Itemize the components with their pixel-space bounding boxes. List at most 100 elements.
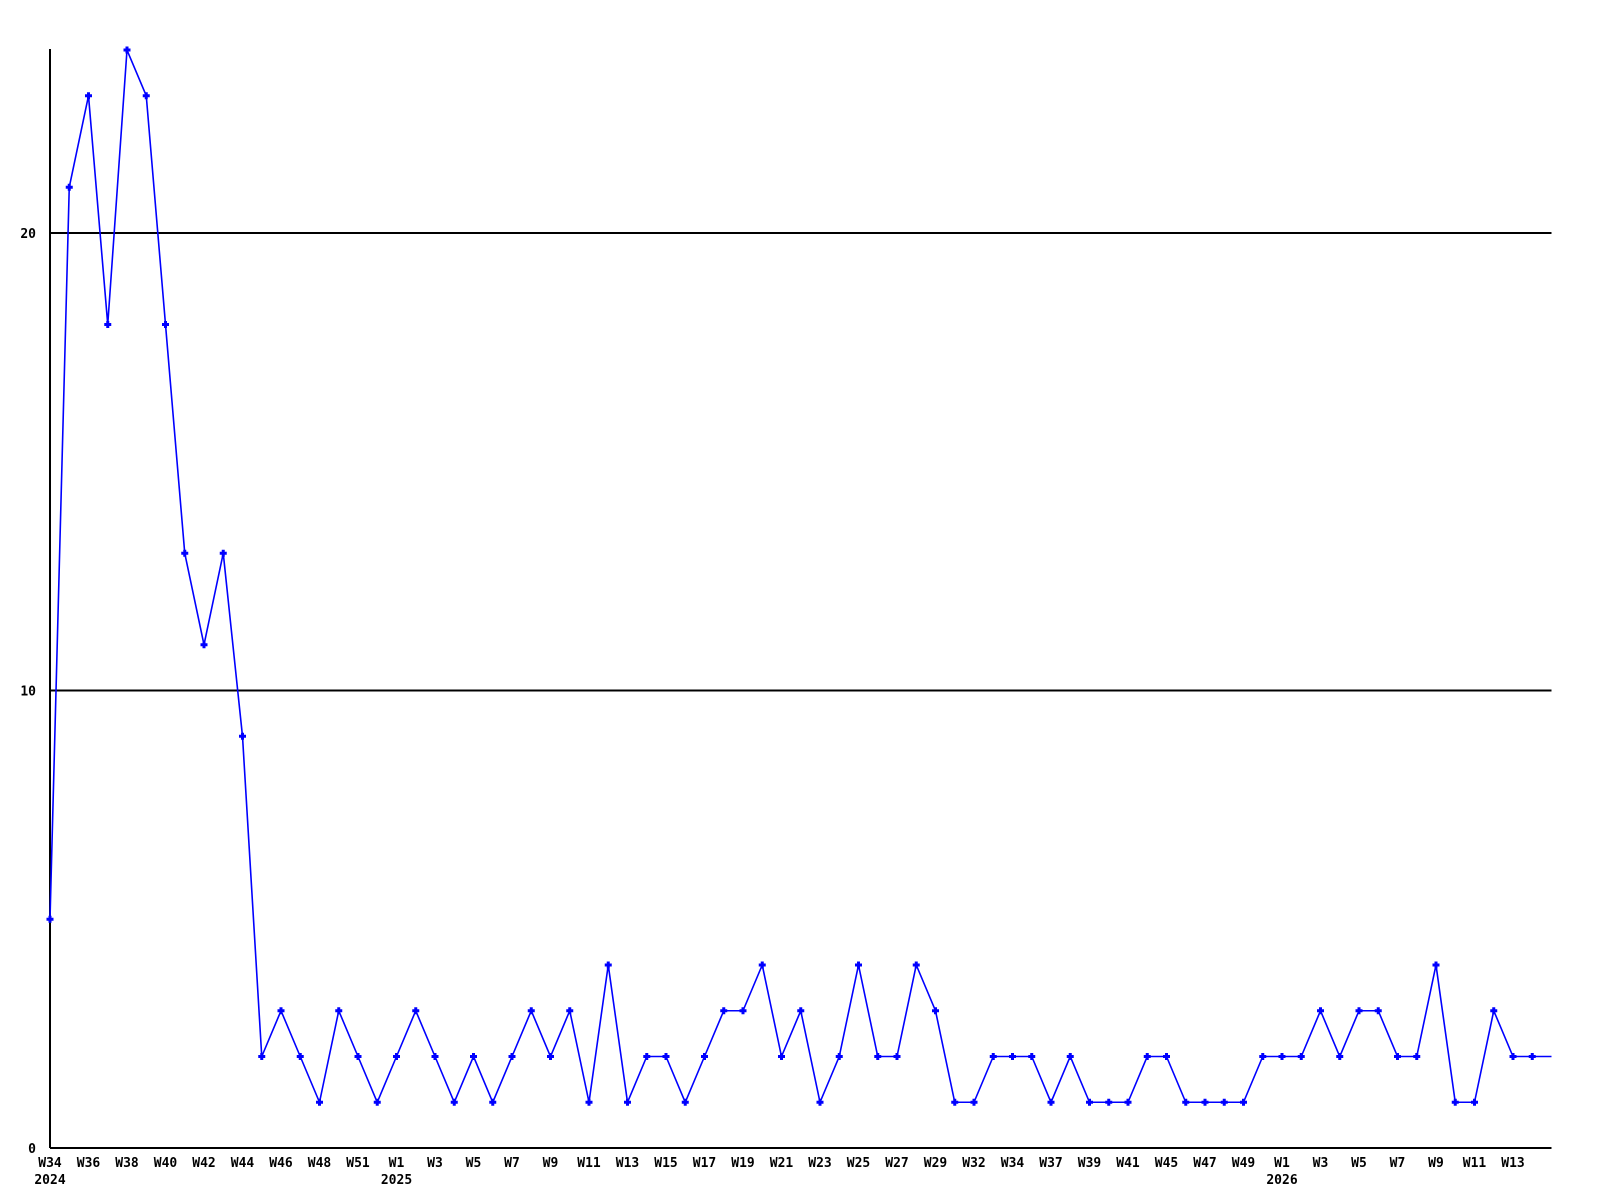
data-point-marker: [46, 915, 54, 923]
series-line: [49, 49, 1552, 1106]
x-tick-label: W51: [346, 1156, 370, 1171]
data-point-marker: [335, 1007, 343, 1015]
axes: [49, 49, 1552, 1149]
data-point-marker: [989, 1053, 997, 1060]
x-tick-label: W11: [1463, 1156, 1487, 1171]
data-point-marker: [643, 1053, 651, 1060]
data-point-marker: [1066, 1053, 1074, 1060]
x-tick-label: W1: [389, 1156, 405, 1171]
x-tick-label: W34: [1001, 1156, 1025, 1171]
data-point-marker: [1201, 1098, 1209, 1106]
y-axis-labels: 0 10 20: [20, 227, 36, 1157]
data-point-marker: [162, 321, 169, 328]
data-point-marker: [412, 1007, 420, 1015]
data-point-marker: [1105, 1098, 1113, 1106]
x-year-label: 2025: [381, 1173, 412, 1188]
data-point-marker: [65, 183, 73, 191]
data-point-marker: [835, 1053, 843, 1060]
data-point-marker: [681, 1098, 689, 1106]
data-point-marker: [1259, 1053, 1267, 1060]
x-tick-label: W7: [504, 1156, 520, 1171]
data-point-marker: [1471, 1098, 1478, 1106]
data-point-marker: [912, 961, 920, 969]
data-point-marker: [393, 1053, 400, 1060]
x-year-label: 2024: [34, 1173, 65, 1188]
x-tick-label: W41: [1116, 1156, 1140, 1171]
data-point-marker: [1490, 1007, 1498, 1015]
x-tick-label: W1: [1274, 1156, 1290, 1171]
data-point-marker: [450, 1098, 458, 1106]
x-tick-label: W15: [654, 1156, 677, 1171]
x-tick-label: W47: [1193, 1156, 1216, 1171]
data-point-marker: [277, 1007, 285, 1015]
data-point-marker: [527, 1007, 535, 1015]
data-point-marker: [123, 46, 131, 54]
data-point-marker: [508, 1053, 516, 1060]
data-point-marker: [1163, 1053, 1170, 1060]
x-tick-label: W5: [1351, 1156, 1367, 1171]
x-tick-label: W9: [543, 1156, 559, 1171]
data-point-marker: [1009, 1053, 1016, 1060]
data-point-marker: [1317, 1007, 1324, 1015]
data-point-marker: [1413, 1053, 1421, 1060]
data-point-marker: [1182, 1098, 1190, 1106]
x-axis-labels: W34 2024 W36 W38 W40 W42 W44 W46 W48 W51 W1 2025 W3 W…: [34, 1156, 1524, 1188]
y-tick-label: 10: [20, 685, 36, 700]
data-point-marker: [1432, 961, 1440, 969]
data-point-marker: [585, 1098, 593, 1106]
x-year-label: 2026: [1266, 1173, 1297, 1188]
x-tick-label: W21: [770, 1156, 794, 1171]
x-tick-label: W44: [231, 1156, 255, 1171]
y-gridlines: [50, 232, 1552, 692]
data-point-marker: [1124, 1098, 1132, 1106]
data-point-marker: [181, 549, 189, 557]
data-point-marker: [1451, 1098, 1459, 1106]
x-tick-label: W13: [1501, 1156, 1524, 1171]
data-point-marker: [739, 1007, 747, 1015]
data-point-marker: [1143, 1053, 1151, 1060]
y-tick-label: 20: [20, 227, 36, 242]
x-tick-label: W27: [885, 1156, 908, 1171]
data-point-marker: [1086, 1098, 1093, 1106]
data-point-marker: [316, 1098, 323, 1106]
data-point-marker: [720, 1007, 728, 1015]
x-tick-label: W9: [1428, 1156, 1444, 1171]
x-tick-label: W17: [693, 1156, 716, 1171]
data-point-marker: [470, 1053, 477, 1060]
x-tick-label: W39: [1078, 1156, 1101, 1171]
data-point-marker: [354, 1053, 362, 1060]
data-point-marker: [1394, 1053, 1401, 1060]
data-point-marker: [970, 1098, 978, 1106]
x-tick-label: W32: [962, 1156, 985, 1171]
data-point-marker: [373, 1098, 381, 1106]
data-point-marker: [1528, 1053, 1536, 1060]
y-tick-label: 0: [28, 1142, 36, 1157]
data-point-marker: [1240, 1098, 1247, 1106]
data-point-markers: [46, 46, 1536, 1106]
data-point-marker: [874, 1053, 882, 1060]
x-tick-label: W7: [1390, 1156, 1406, 1171]
data-point-marker: [200, 641, 208, 649]
data-point-marker: [797, 1007, 805, 1015]
x-tick-label: W36: [77, 1156, 101, 1171]
data-point-marker: [662, 1053, 670, 1060]
data-point-marker: [778, 1053, 785, 1060]
data-point-marker: [1297, 1053, 1305, 1060]
data-point-marker: [624, 1098, 631, 1106]
x-tick-label: W46: [269, 1156, 293, 1171]
x-tick-label: W34: [38, 1156, 62, 1171]
x-tick-label: W37: [1039, 1156, 1062, 1171]
x-tick-label: W49: [1232, 1156, 1255, 1171]
data-point-marker: [758, 961, 766, 969]
data-point-marker: [296, 1053, 304, 1060]
data-point-marker: [1355, 1007, 1363, 1015]
x-tick-label: W48: [308, 1156, 332, 1171]
x-tick-label: W42: [192, 1156, 215, 1171]
x-tick-label: W5: [466, 1156, 482, 1171]
series-polyline: [49, 49, 1552, 1106]
data-point-marker: [1028, 1053, 1036, 1060]
data-point-marker: [1047, 1098, 1055, 1106]
data-point-marker: [855, 961, 862, 969]
data-point-marker: [1278, 1053, 1286, 1060]
